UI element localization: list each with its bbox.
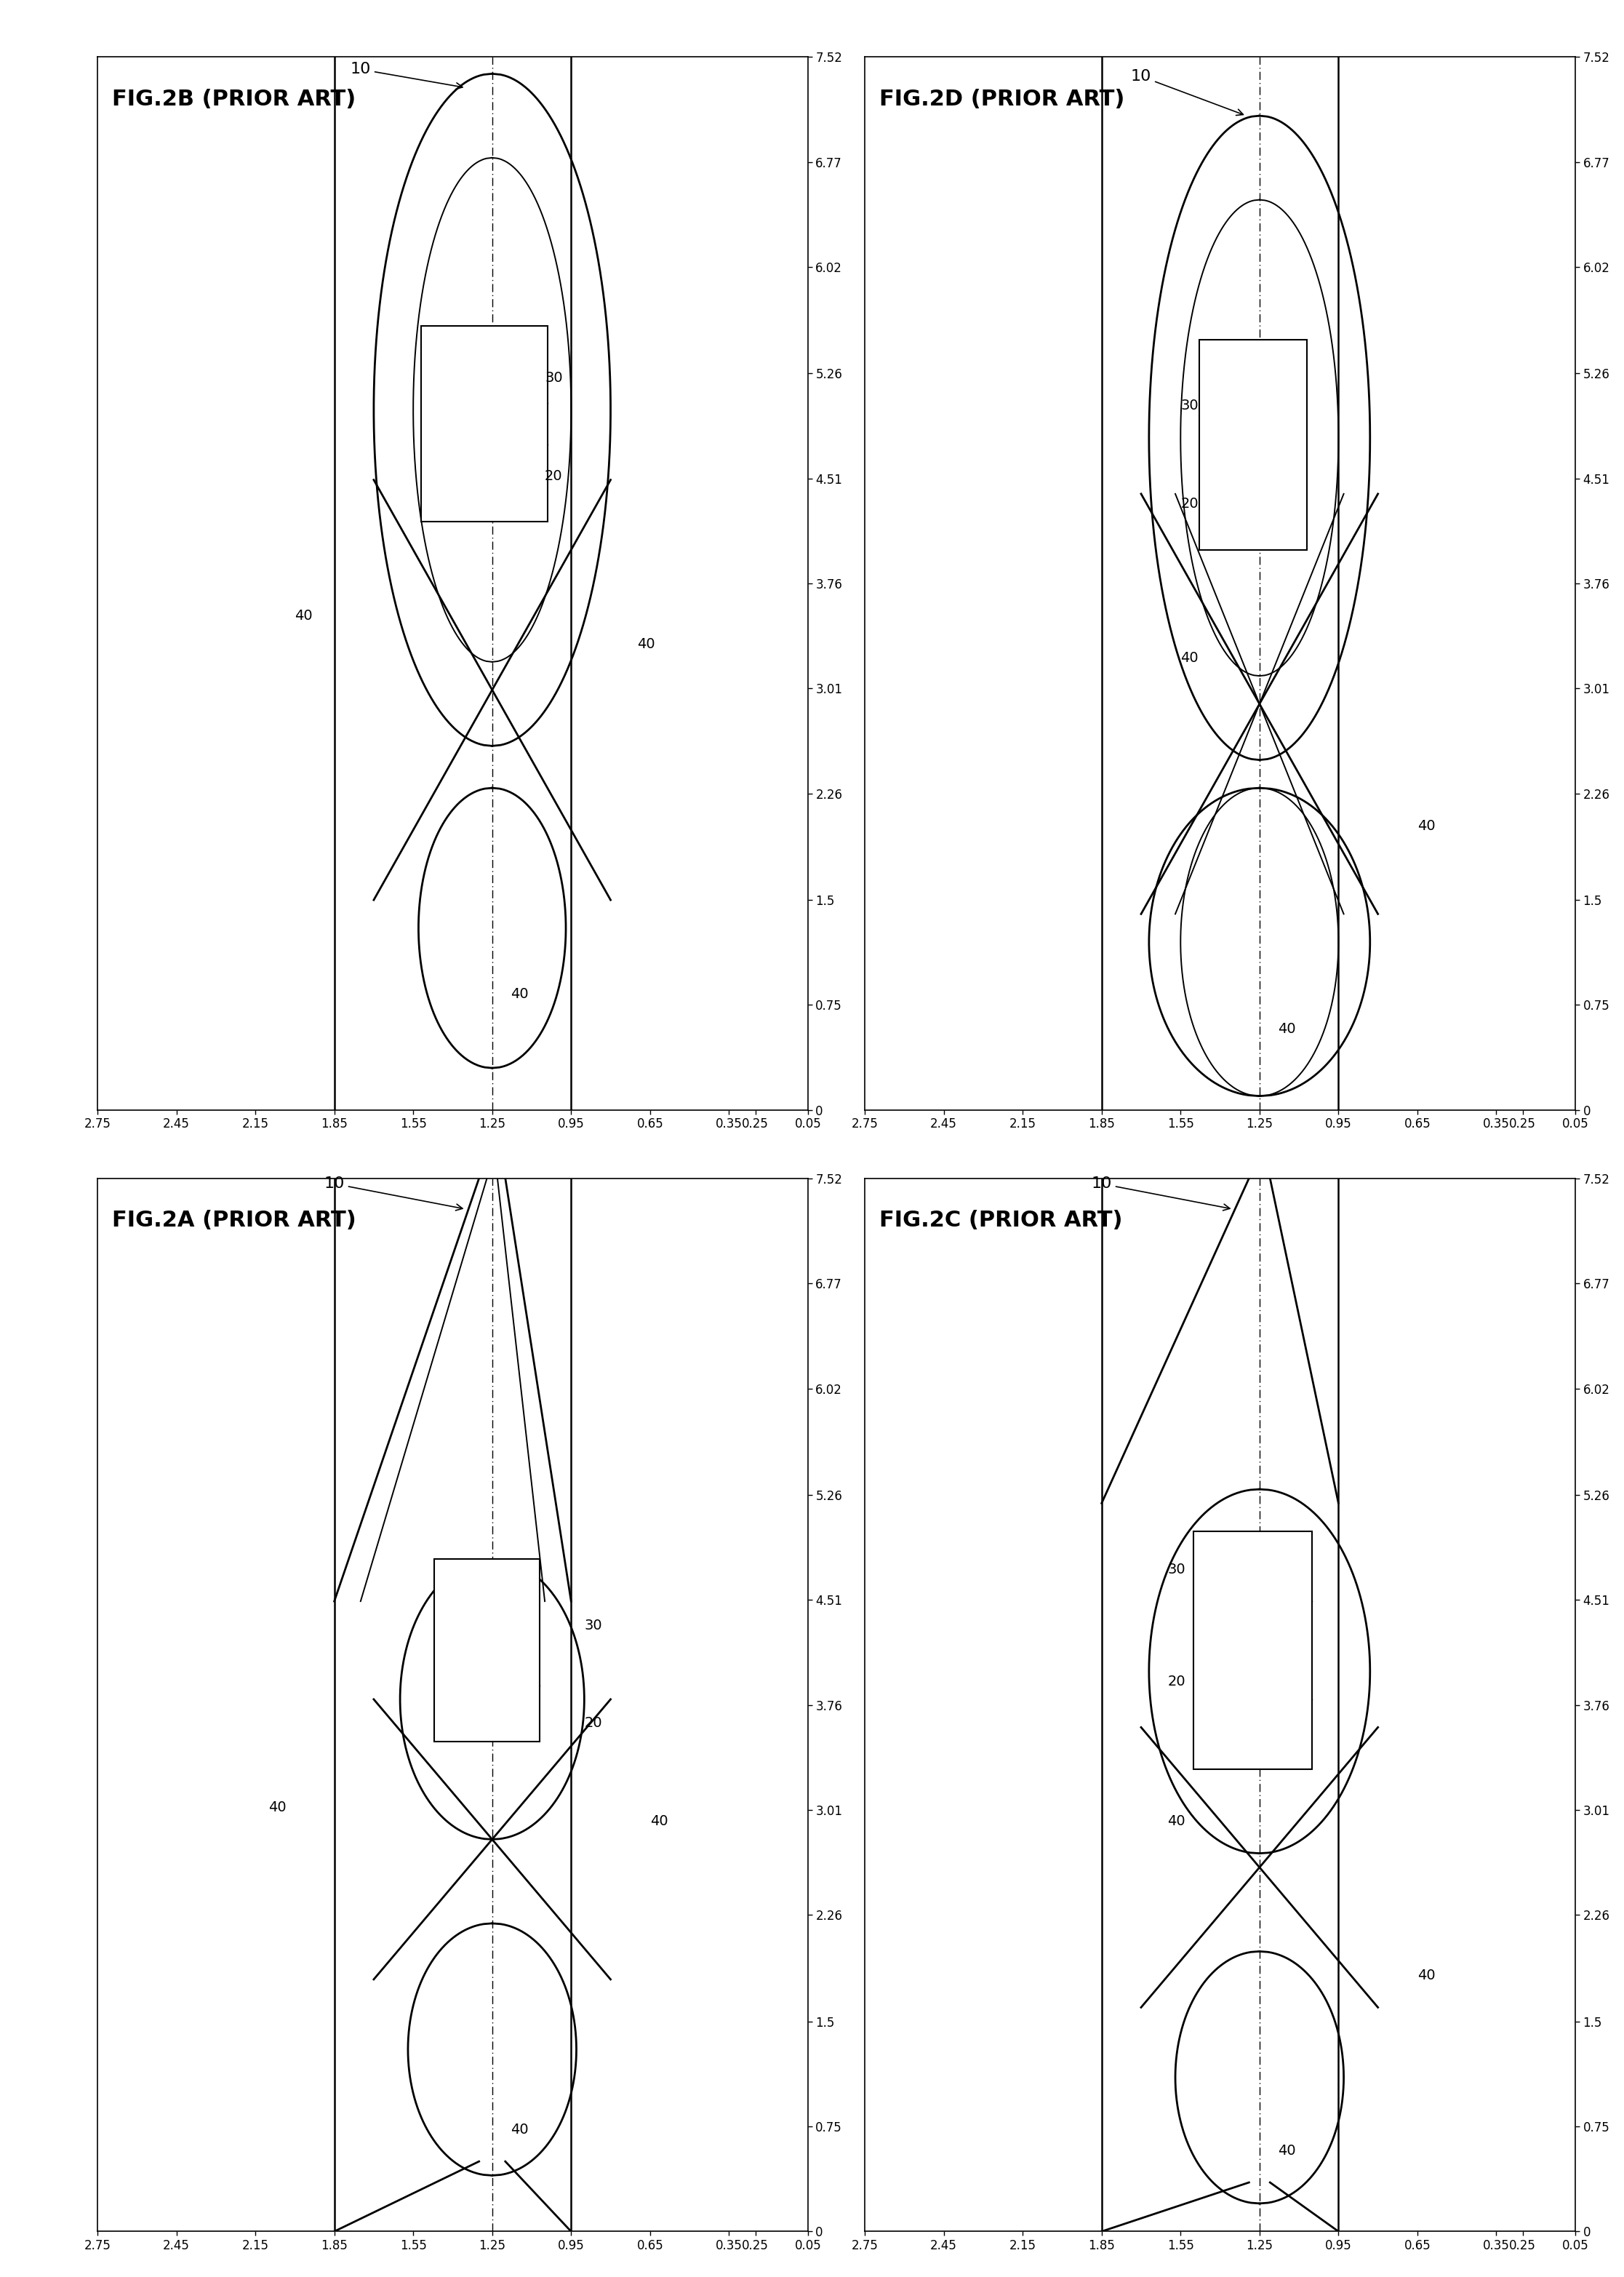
Text: 40: 40 bbox=[1181, 651, 1199, 665]
Text: FIG.2B (PRIOR ART): FIG.2B (PRIOR ART) bbox=[112, 89, 356, 109]
Text: FIG.2D (PRIOR ART): FIG.2D (PRIOR ART) bbox=[879, 89, 1124, 109]
Text: 40: 40 bbox=[296, 608, 313, 624]
Text: 10: 10 bbox=[351, 61, 463, 89]
Text: 40: 40 bbox=[650, 1815, 667, 1828]
Text: 30: 30 bbox=[544, 371, 562, 385]
Text: 40: 40 bbox=[637, 638, 654, 651]
Text: 40: 40 bbox=[1278, 1022, 1296, 1036]
Text: 10: 10 bbox=[323, 1177, 463, 1211]
Bar bbox=[1199, 339, 1307, 549]
Text: 10: 10 bbox=[1091, 1177, 1229, 1211]
Bar bbox=[434, 1560, 539, 1742]
Text: 20: 20 bbox=[1168, 1674, 1186, 1687]
Text: 40: 40 bbox=[510, 2122, 528, 2136]
Text: 40: 40 bbox=[1418, 820, 1436, 833]
Bar bbox=[1194, 1530, 1312, 1769]
Text: 40: 40 bbox=[1418, 1970, 1436, 1983]
Text: 40: 40 bbox=[1278, 2143, 1296, 2156]
Text: 30: 30 bbox=[585, 1619, 603, 1633]
Text: 10: 10 bbox=[1130, 68, 1244, 116]
Text: 20: 20 bbox=[544, 469, 562, 483]
Text: 30: 30 bbox=[1181, 398, 1199, 412]
Text: 20: 20 bbox=[1181, 496, 1199, 510]
Bar bbox=[421, 326, 547, 521]
Text: 40: 40 bbox=[268, 1801, 286, 1815]
Text: FIG.2C (PRIOR ART): FIG.2C (PRIOR ART) bbox=[879, 1209, 1122, 1232]
Text: FIG.2A (PRIOR ART): FIG.2A (PRIOR ART) bbox=[112, 1209, 356, 1232]
Text: 30: 30 bbox=[1168, 1562, 1186, 1576]
Text: 40: 40 bbox=[1168, 1815, 1186, 1828]
Text: 40: 40 bbox=[510, 988, 528, 1002]
Text: 20: 20 bbox=[585, 1717, 603, 1731]
